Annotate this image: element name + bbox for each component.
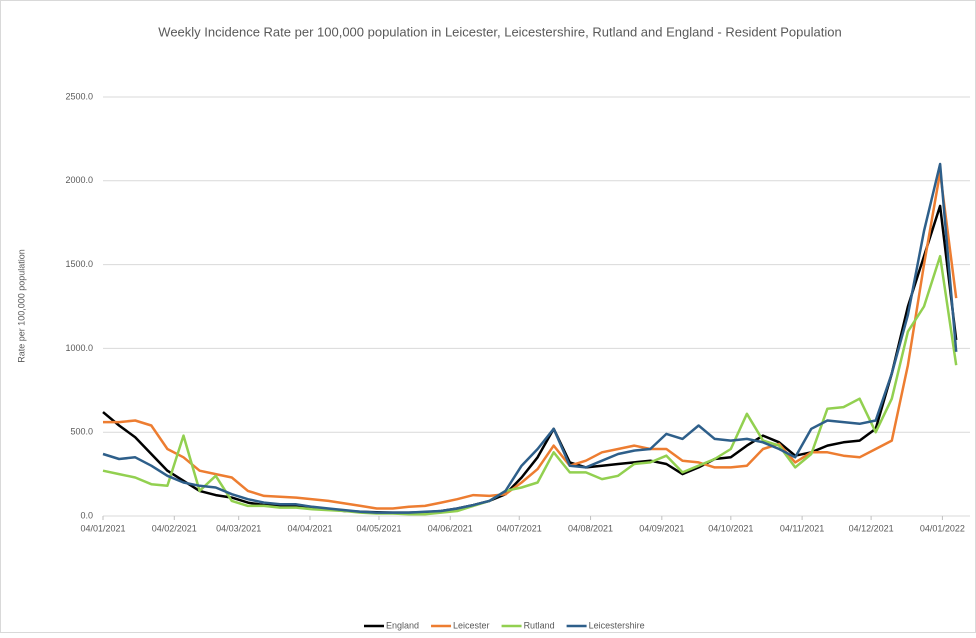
y-tick-label: 2000.0 — [65, 175, 93, 185]
x-tick-label: 04/01/2022 — [920, 523, 965, 533]
x-tick-label: 04/12/2021 — [849, 523, 894, 533]
chart-title: Weekly Incidence Rate per 100,000 popula… — [158, 24, 841, 39]
x-tick-label: 04/08/2021 — [568, 523, 613, 533]
legend-label: Leicester — [453, 620, 490, 630]
x-tick-label: 04/04/2021 — [287, 523, 332, 533]
series-line — [103, 171, 958, 510]
series-line — [102, 162, 958, 514]
x-tick-label: 04/02/2021 — [152, 523, 197, 533]
series-line — [102, 254, 958, 516]
x-tick-label: 04/01/2021 — [80, 523, 125, 533]
x-tick-label: 04/05/2021 — [356, 523, 401, 533]
x-tick-label: 04/03/2021 — [216, 523, 261, 533]
legend-label: England — [386, 620, 419, 630]
legend-label: Rutland — [524, 620, 555, 630]
x-tick-label: 04/06/2021 — [428, 523, 473, 533]
y-tick-label: 2500.0 — [65, 91, 93, 101]
x-tick-label: 04/11/2021 — [780, 523, 824, 533]
legend-label: Leicestershire — [589, 620, 645, 630]
y-tick-label: 0.0 — [80, 510, 93, 520]
x-tick-label: 04/07/2021 — [497, 523, 542, 533]
x-tick-label: 04/09/2021 — [639, 523, 684, 533]
x-tick-label: 04/10/2021 — [708, 523, 753, 533]
y-axis-label: Rate per 100,000 population — [16, 249, 26, 363]
y-tick-label: 1000.0 — [65, 343, 93, 353]
y-tick-label: 500.0 — [70, 427, 93, 437]
y-tick-label: 1500.0 — [65, 259, 93, 269]
